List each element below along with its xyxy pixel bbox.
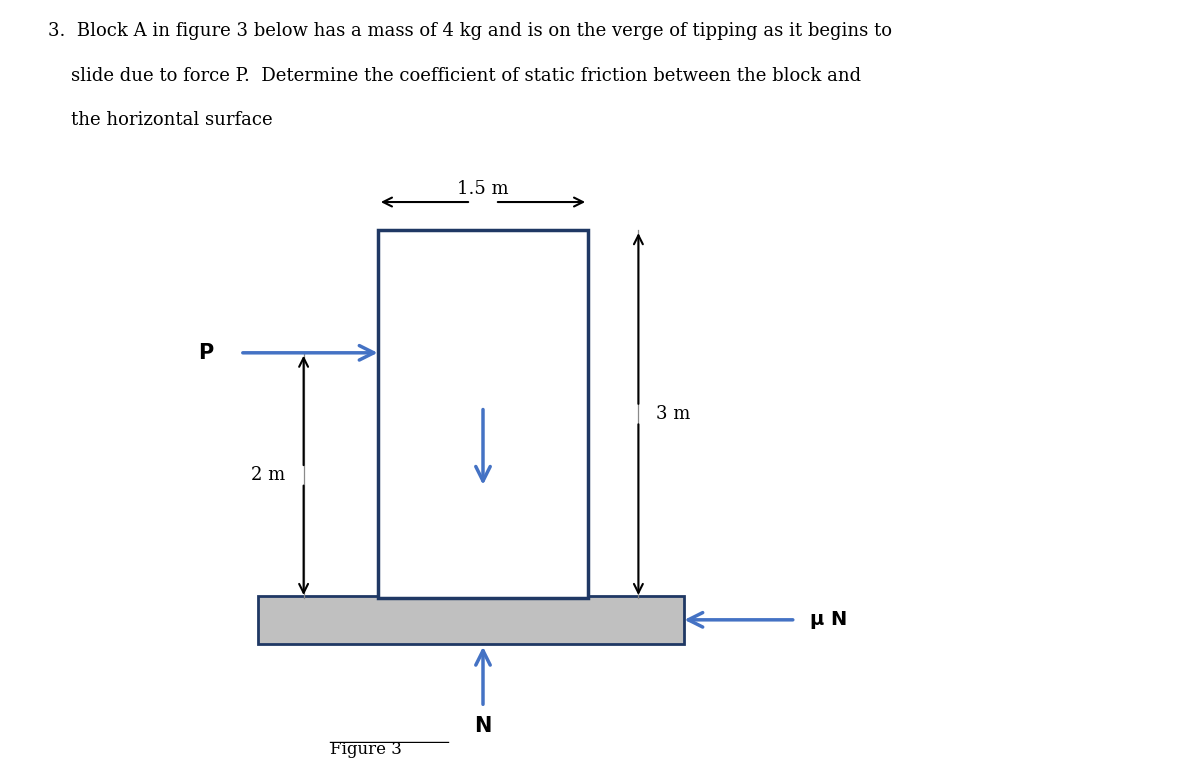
Text: N: N bbox=[474, 716, 492, 736]
Text: 3 m: 3 m bbox=[656, 405, 691, 423]
Text: Figure 3: Figure 3 bbox=[330, 741, 402, 757]
Text: μ N: μ N bbox=[810, 610, 847, 629]
Text: 1.5 m: 1.5 m bbox=[457, 180, 509, 198]
Text: 3.  Block A in figure 3 below has a mass of 4 kg and is on the verge of tipping : 3. Block A in figure 3 below has a mass … bbox=[48, 22, 892, 40]
Bar bbox=[258, 596, 684, 644]
Text: W: W bbox=[472, 516, 494, 536]
Text: 4 Kg: 4 Kg bbox=[457, 352, 509, 373]
Text: slide due to force P.  Determine the coefficient of static friction between the : slide due to force P. Determine the coef… bbox=[48, 67, 862, 85]
Text: P: P bbox=[198, 343, 214, 363]
Text: 2 m: 2 m bbox=[251, 466, 286, 484]
Bar bbox=[378, 230, 588, 598]
Text: A: A bbox=[474, 284, 492, 309]
Text: the horizontal surface: the horizontal surface bbox=[48, 111, 272, 130]
